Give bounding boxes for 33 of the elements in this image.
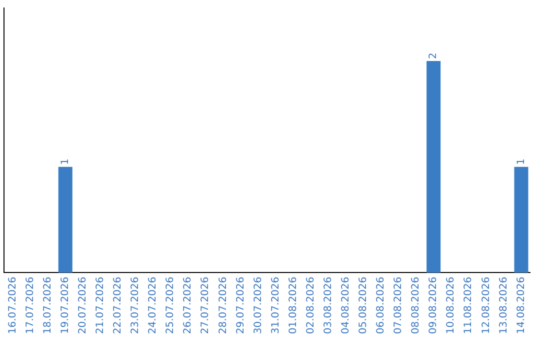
x-tick-label: 26.07.2026 [182,276,194,334]
x-tick-label: 23.07.2026 [130,276,142,334]
x-tick-label: 30.07.2026 [252,276,264,334]
x-tick-label: 09.08.2026 [428,276,440,334]
x-tick-label: 06.08.2026 [376,276,387,334]
x-tick-label: 28.07.2026 [218,276,229,334]
data-label: 2 [428,52,440,59]
x-tick-label: 29.07.2026 [235,276,246,334]
x-tick-label: 27.07.2026 [200,276,212,334]
x-tick-label: 07.08.2026 [393,276,404,334]
data-label: 1 [516,158,527,165]
x-tick-label: 12.08.2026 [480,276,492,334]
x-tick-label: 17.07.2026 [24,276,36,334]
x-tick-label: 19.07.2026 [60,276,71,334]
x-tick-label: 01.08.2026 [288,276,299,334]
x-tick-label: 08.08.2026 [410,276,422,334]
x-tick-label: 04.08.2026 [340,276,352,334]
x-tick-label: 18.07.2026 [42,276,54,334]
x-tick-label: 21.07.2026 [95,276,106,334]
x-tick-label: 24.07.2026 [148,276,159,334]
data-label: 1 [60,158,71,165]
x-tick-label: 22.07.2026 [112,276,124,334]
x-tick-label: 25.07.2026 [165,276,176,334]
x-tick-label: 05.08.2026 [358,276,370,334]
x-tick-label: 11.08.2026 [463,276,474,334]
x-tick-label: 02.08.2026 [305,276,316,334]
x-tick-label: 16.07.2026 [7,276,18,334]
x-tick-label: 20.07.2026 [77,276,88,334]
x-tick-label: 13.08.2026 [498,276,510,334]
x-tick-label: 31.07.2026 [270,276,282,334]
x-tick-label: 03.08.2026 [322,276,334,334]
x-tick-label: 10.08.2026 [446,276,457,334]
x-tick-label: 14.08.2026 [516,276,527,334]
